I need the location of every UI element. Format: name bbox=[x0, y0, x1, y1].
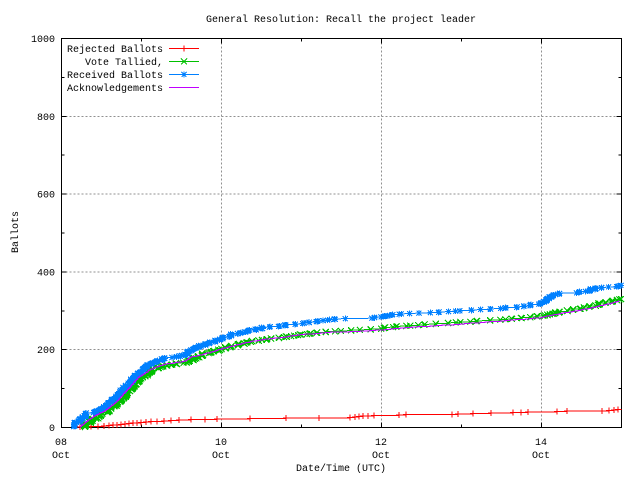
svg-text:Received Ballots: Received Ballots bbox=[67, 70, 163, 82]
svg-text:Rejected Ballots: Rejected Ballots bbox=[67, 44, 163, 56]
svg-text:1000: 1000 bbox=[31, 35, 55, 46]
svg-text:Oct: Oct bbox=[372, 451, 390, 462]
svg-text:Oct: Oct bbox=[52, 451, 70, 462]
svg-text:0: 0 bbox=[49, 424, 55, 435]
svg-text:200: 200 bbox=[37, 346, 55, 357]
svg-text:Oct: Oct bbox=[212, 451, 230, 462]
svg-text:800: 800 bbox=[37, 113, 55, 124]
svg-text:Ballots: Ballots bbox=[10, 211, 22, 253]
svg-text:600: 600 bbox=[37, 191, 55, 202]
svg-text:08: 08 bbox=[55, 438, 67, 449]
svg-text:Acknowledgements: Acknowledgements bbox=[67, 83, 163, 95]
svg-text:Vote Tallied,: Vote Tallied, bbox=[85, 57, 163, 69]
svg-text:Date/Time (UTC): Date/Time (UTC) bbox=[296, 463, 386, 475]
svg-text:10: 10 bbox=[215, 438, 227, 449]
svg-text:Oct: Oct bbox=[532, 451, 550, 462]
svg-text:General Resolution: Recall the: General Resolution: Recall the project l… bbox=[206, 14, 476, 26]
svg-text:12: 12 bbox=[375, 438, 387, 449]
svg-text:14: 14 bbox=[535, 438, 547, 449]
svg-text:400: 400 bbox=[37, 268, 55, 279]
